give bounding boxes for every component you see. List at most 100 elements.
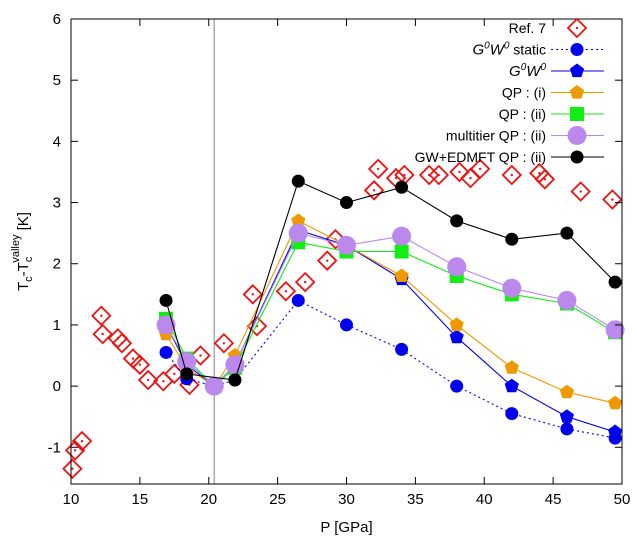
data-point (447, 257, 467, 277)
series-6 (159, 174, 622, 387)
data-point (394, 268, 409, 282)
data-point (340, 196, 353, 210)
data-point (337, 235, 356, 255)
x-tick-label: 50 (614, 491, 631, 508)
legend-label: G0W0 (509, 62, 546, 80)
data-point (291, 293, 305, 307)
series-5 (156, 223, 625, 396)
data-point (316, 250, 338, 271)
x-tick-label: 25 (269, 491, 286, 508)
data-point (363, 180, 385, 201)
series-line (165, 229, 616, 433)
legend-marker (567, 126, 587, 145)
data-point (469, 158, 491, 180)
y-tick-label: 1 (53, 317, 61, 334)
legend-entry: multitier QP : (ii) (446, 126, 604, 145)
data-point (559, 384, 574, 399)
data-point (502, 278, 522, 298)
legend-label: QP : (i) (502, 85, 546, 101)
data-point (190, 345, 211, 366)
data-point (450, 214, 464, 228)
series-3 (158, 213, 623, 410)
x-tick-label: 20 (200, 491, 217, 508)
data-point (395, 342, 409, 356)
data-point (557, 290, 577, 310)
series-0 (62, 158, 623, 479)
legend-label: G0W0 static (472, 41, 546, 59)
data-point (394, 164, 415, 186)
legend-entry: QP : (i) (502, 85, 604, 101)
y-tick-label: -1 (48, 439, 61, 456)
data-point (395, 180, 409, 194)
legend-entry: G0W0 (509, 62, 604, 80)
data-point (111, 333, 133, 354)
series-layer (62, 158, 625, 479)
series-line (165, 299, 616, 439)
data-point (294, 271, 316, 293)
legend-label: Ref. 7 (509, 20, 547, 36)
data-point (62, 458, 83, 479)
legend-entry: G0W0 static (472, 41, 604, 59)
y-label-unit: [K] (15, 212, 32, 235)
x-axis-label: P [GPa] (320, 519, 372, 536)
data-point (91, 305, 112, 327)
data-point (449, 317, 464, 331)
data-point (71, 430, 93, 452)
data-point (242, 284, 264, 305)
data-point (428, 164, 450, 186)
legend-marker (570, 107, 584, 121)
y-tick-label: 5 (53, 72, 61, 89)
legend-label: QP : (ii) (499, 106, 546, 122)
data-point (159, 293, 173, 307)
data-point (602, 189, 623, 210)
data-point (137, 369, 159, 391)
y-tick-label: 3 (53, 195, 61, 212)
data-point (608, 424, 623, 439)
x-tick-label: 10 (63, 491, 80, 508)
data-point (164, 363, 185, 385)
x-tick-label: 30 (338, 491, 355, 508)
data-point (225, 355, 245, 375)
y-label-sub2: c (23, 256, 35, 262)
y-label-main: T (15, 282, 32, 291)
series-line (165, 180, 616, 381)
x-tick-label: 15 (132, 491, 149, 508)
data-point (501, 164, 523, 186)
data-point (129, 354, 151, 375)
legend-label: multitier QP : (ii) (446, 128, 546, 144)
legend-marker (570, 43, 584, 56)
data-point (504, 360, 519, 374)
data-point (291, 213, 306, 227)
data-point (275, 280, 297, 302)
data-point (92, 323, 113, 345)
data-point (559, 409, 574, 423)
y-label-sup2: valley (10, 234, 22, 263)
y-tick-label: 2 (53, 256, 61, 273)
data-point (64, 440, 86, 461)
x-tick-label: 35 (407, 491, 424, 508)
y-label-dash: -T (15, 262, 32, 276)
y-tick-label: 4 (53, 133, 61, 150)
data-point (180, 367, 194, 381)
x-tick-label: 45 (545, 491, 562, 508)
legend-marker (566, 17, 588, 39)
data-point (449, 161, 470, 183)
legend-label: GW+EDMFT QP : (ii) (415, 149, 546, 165)
data-point (367, 158, 389, 180)
legend-marker (570, 150, 584, 164)
legend-entry: GW+EDMFT QP : (ii) (415, 149, 604, 165)
y-tick-label: 6 (53, 11, 61, 28)
data-point (608, 275, 622, 289)
data-point (204, 376, 224, 396)
data-point (450, 379, 464, 393)
data-point (213, 333, 235, 354)
data-point (291, 174, 305, 188)
data-point (505, 232, 519, 246)
data-point (392, 226, 412, 246)
legend-marker (569, 63, 585, 78)
data-point (460, 167, 481, 189)
data-point (560, 422, 574, 436)
x-tick-label: 40 (476, 491, 493, 508)
